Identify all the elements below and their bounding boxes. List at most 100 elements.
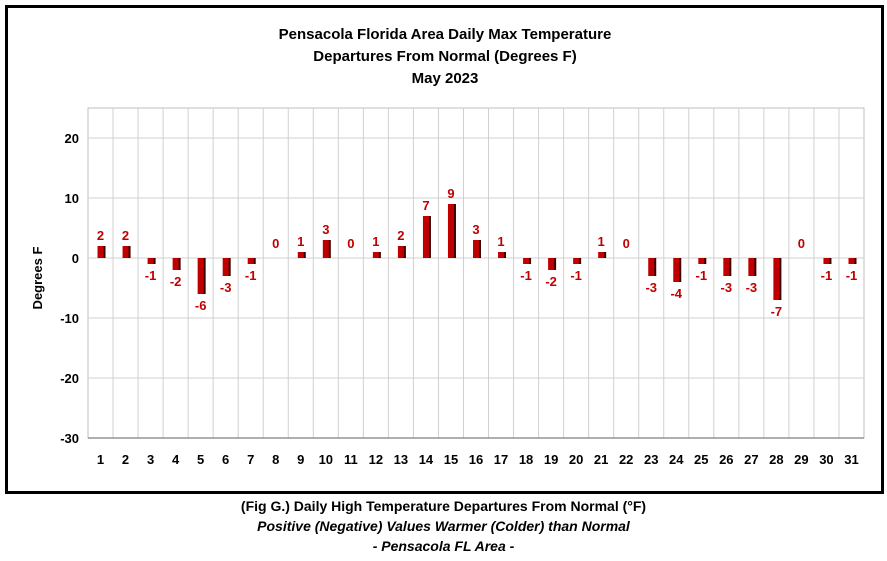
data-label: -3 bbox=[746, 280, 758, 295]
y-tick-label: -10 bbox=[60, 311, 79, 326]
chart-frame: Pensacola Florida Area Daily Max Tempera… bbox=[5, 5, 884, 494]
x-tick-label: 25 bbox=[694, 452, 708, 467]
bar bbox=[147, 258, 154, 264]
data-label: 7 bbox=[422, 198, 429, 213]
bars bbox=[97, 204, 857, 300]
x-tick-label: 2 bbox=[122, 452, 129, 467]
bar bbox=[573, 258, 580, 264]
x-tick-label: 22 bbox=[619, 452, 633, 467]
data-label: 2 bbox=[122, 228, 129, 243]
data-label: -3 bbox=[721, 280, 733, 295]
x-tick-label: 3 bbox=[147, 452, 154, 467]
data-label: 0 bbox=[798, 236, 805, 251]
x-tick-label: 17 bbox=[494, 452, 508, 467]
data-label: -3 bbox=[645, 280, 657, 295]
x-tick-label: 5 bbox=[197, 452, 204, 467]
bar bbox=[823, 258, 830, 264]
y-tick-label: -20 bbox=[60, 371, 79, 386]
data-label: 1 bbox=[297, 234, 304, 249]
chart-title-line-2: Departures From Normal (Degrees F) bbox=[313, 48, 576, 65]
bar bbox=[648, 258, 655, 276]
x-tick-label: 31 bbox=[844, 452, 858, 467]
x-tick-label: 12 bbox=[369, 452, 383, 467]
x-tick-label: 28 bbox=[769, 452, 783, 467]
bar bbox=[598, 252, 605, 258]
bar bbox=[247, 258, 254, 264]
bar bbox=[422, 216, 429, 258]
x-tick-label: 14 bbox=[419, 452, 434, 467]
data-label: -1 bbox=[520, 268, 532, 283]
data-label: -1 bbox=[846, 268, 858, 283]
x-tick-label: 24 bbox=[669, 452, 684, 467]
x-tick-label: 27 bbox=[744, 452, 758, 467]
data-label: -1 bbox=[245, 268, 257, 283]
chart-title-line-1: Pensacola Florida Area Daily Max Tempera… bbox=[279, 26, 612, 43]
x-tick-label: 16 bbox=[469, 452, 483, 467]
x-tick-label: 1 bbox=[97, 452, 104, 467]
y-tick-labels: 20 10 0 -10 -20 -30 bbox=[60, 131, 79, 446]
bar bbox=[172, 258, 179, 270]
data-label: -2 bbox=[545, 274, 557, 289]
x-tick-label: 8 bbox=[272, 452, 279, 467]
data-label: 1 bbox=[372, 234, 379, 249]
caption-line-2: Positive (Negative) Values Warmer (Colde… bbox=[257, 518, 630, 534]
bar bbox=[97, 246, 104, 258]
x-tick-label: 6 bbox=[222, 452, 229, 467]
data-labels: 2 2 -1 -2 -6 -3 -1 0 1 3 0 1 2 7 9 3 1 -1 -2 -1 1 0 -3 -4 -1 -3 -3… bbox=[97, 186, 857, 319]
y-axis-title: Degrees F bbox=[30, 247, 45, 310]
x-tick-label: 19 bbox=[544, 452, 558, 467]
data-label: -1 bbox=[145, 268, 157, 283]
x-tick-label: 29 bbox=[794, 452, 808, 467]
bar-chart: Pensacola Florida Area Daily Max Tempera… bbox=[30, 26, 865, 467]
data-label: 0 bbox=[347, 236, 354, 251]
caption-line-3: - Pensacola FL Area - bbox=[372, 538, 515, 554]
x-tick-label: 11 bbox=[344, 452, 358, 467]
data-label: -1 bbox=[821, 268, 833, 283]
y-tick-label: 0 bbox=[72, 251, 79, 266]
data-label: 1 bbox=[497, 234, 504, 249]
x-tick-label: 4 bbox=[172, 452, 180, 467]
bar bbox=[723, 258, 730, 276]
y-tick-label: 20 bbox=[65, 131, 79, 146]
bar bbox=[397, 246, 404, 258]
x-tick-label: 9 bbox=[297, 452, 304, 467]
x-tick-label: 21 bbox=[594, 452, 608, 467]
x-tick-label: 7 bbox=[247, 452, 254, 467]
data-label: 1 bbox=[598, 234, 605, 249]
data-label: 0 bbox=[623, 236, 630, 251]
data-label: 3 bbox=[472, 222, 479, 237]
x-tick-labels: 1 2 3 4 5 6 7 8 9 10 11 12 13 14 15 16 17 18 19 20 21 22 23 24 2… bbox=[97, 452, 859, 467]
plot-area bbox=[87, 107, 865, 439]
bar bbox=[773, 258, 780, 300]
x-tick-label: 30 bbox=[819, 452, 833, 467]
bar bbox=[297, 252, 304, 258]
chart-title: Pensacola Florida Area Daily Max Tempera… bbox=[279, 26, 612, 87]
data-label: 0 bbox=[272, 236, 279, 251]
grid-lines bbox=[87, 107, 865, 439]
x-tick-label: 18 bbox=[519, 452, 533, 467]
data-label: -1 bbox=[570, 268, 582, 283]
data-label: -3 bbox=[220, 280, 232, 295]
y-tick-label: 10 bbox=[65, 191, 79, 206]
y-tick-label: -30 bbox=[60, 431, 79, 446]
chart-title-line-3: May 2023 bbox=[412, 70, 479, 87]
data-label: -4 bbox=[670, 286, 682, 301]
bar bbox=[748, 258, 755, 276]
caption-line-1: (Fig G.) Daily High Temperature Departur… bbox=[240, 498, 647, 514]
data-label: -7 bbox=[771, 304, 783, 319]
data-label: -2 bbox=[170, 274, 182, 289]
data-label: 3 bbox=[322, 222, 329, 237]
bar bbox=[673, 258, 680, 282]
x-tick-label: 26 bbox=[719, 452, 733, 467]
bar bbox=[372, 252, 379, 258]
bar bbox=[197, 258, 204, 294]
x-tick-label: 20 bbox=[569, 452, 583, 467]
bar bbox=[498, 252, 505, 258]
data-label: -6 bbox=[195, 298, 207, 313]
bar bbox=[698, 258, 705, 264]
x-tick-label: 23 bbox=[644, 452, 658, 467]
data-label: -1 bbox=[696, 268, 708, 283]
bar bbox=[523, 258, 530, 264]
bar bbox=[473, 240, 479, 258]
data-label: 2 bbox=[397, 228, 404, 243]
